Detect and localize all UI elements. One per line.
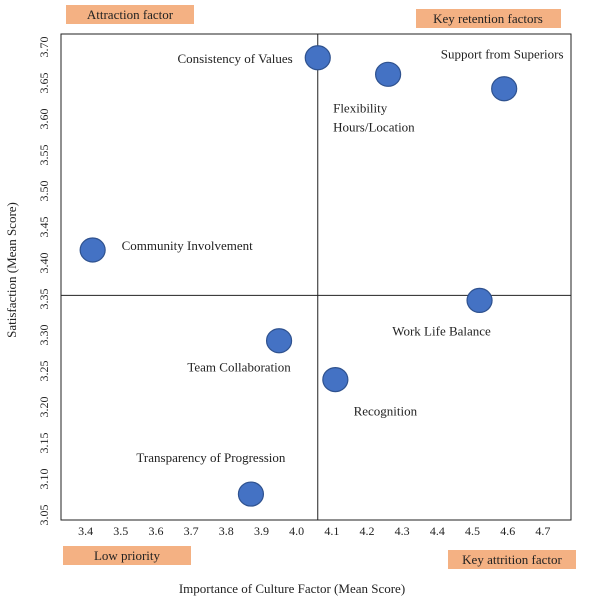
x-tick-label: 4.0: [289, 524, 304, 538]
data-point: [375, 61, 402, 87]
quadrant-label-box-top-right: [416, 9, 561, 28]
x-tick-label: 4.4: [430, 524, 445, 538]
data-point: [237, 481, 265, 507]
y-tick-label: 3.30: [37, 324, 51, 345]
y-tick-label: 3.35: [37, 288, 51, 309]
x-tick-label: 3.5: [113, 524, 128, 538]
x-tick-label: 3.6: [148, 524, 163, 538]
data-point: [491, 76, 518, 102]
data-label: Team Collaboration: [187, 360, 291, 375]
y-axis-title: Satisfaction (Mean Score): [4, 202, 19, 338]
data-label-line2: Hours/Location: [333, 119, 415, 134]
data-point: [79, 237, 106, 263]
data-point: [322, 367, 349, 393]
y-tick-label: 3.65: [37, 72, 51, 93]
quadrant-label-box-top-left: [66, 5, 194, 24]
quadrant-label-box-bottom-left: [63, 546, 191, 565]
data-label: Flexibility: [333, 100, 388, 115]
x-tick-label: 4.1: [324, 524, 339, 538]
x-tick-label: 3.4: [78, 524, 93, 538]
x-tick-label: 4.3: [395, 524, 410, 538]
data-label: Support from Superiors: [441, 47, 564, 62]
y-tick-label: 3.20: [37, 396, 51, 417]
plot-area: [60, 33, 572, 521]
data-point: [265, 328, 293, 354]
data-label: Recognition: [354, 404, 418, 419]
y-tick-label: 3.50: [37, 180, 51, 201]
x-tick-label: 3.7: [184, 524, 199, 538]
y-axis-ticks: 3.05 3.10 3.15 3.20 3.25 3.30 3.35 3.40 3.45 3.50…: [37, 36, 51, 525]
data-label: Work Life Balance: [392, 323, 491, 338]
y-tick-label: 3.70: [37, 36, 51, 57]
quadrant-label-top-left: Attraction factor: [87, 7, 174, 22]
y-tick-label: 3.45: [37, 216, 51, 237]
x-tick-label: 4.5: [465, 524, 480, 538]
y-tick-label: 3.15: [37, 432, 51, 453]
y-tick-label: 3.25: [37, 360, 51, 381]
data-labels: Consistency of Values Support from Superi…: [122, 47, 564, 465]
x-tick-label: 3.8: [219, 524, 234, 538]
x-axis-title: Importance of Culture Factor (Mean Score…: [179, 581, 405, 596]
quadrant-label-bottom-right: Key attrition factor: [462, 552, 562, 567]
x-axis-ticks: 3.4 3.5 3.6 3.7 3.8 3.9 4.0 4.1 4.2 4.3 4.4 4.5 4.6 4…: [78, 524, 550, 538]
quadrant-label-bottom-left: Low priority: [94, 548, 161, 563]
x-tick-label: 4.6: [500, 524, 515, 538]
y-tick-label: 3.40: [37, 252, 51, 273]
data-point: [466, 287, 493, 313]
quadrant-label-box-bottom-right: [448, 550, 576, 569]
y-tick-label: 3.60: [37, 108, 51, 129]
x-tick-label: 4.2: [360, 524, 375, 538]
y-tick-label: 3.10: [37, 468, 51, 489]
y-tick-label: 3.55: [37, 144, 51, 165]
data-points: [79, 45, 518, 507]
quadrant-label-top-right: Key retention factors: [433, 11, 543, 26]
x-tick-label: 4.7: [535, 524, 550, 538]
data-label: Transparency of Progression: [136, 450, 285, 465]
data-point: [304, 45, 331, 71]
x-tick-label: 3.9: [254, 524, 269, 538]
data-label: Consistency of Values: [177, 51, 292, 66]
y-tick-label: 3.05: [37, 504, 51, 525]
data-label: Community Involvement: [122, 238, 253, 253]
